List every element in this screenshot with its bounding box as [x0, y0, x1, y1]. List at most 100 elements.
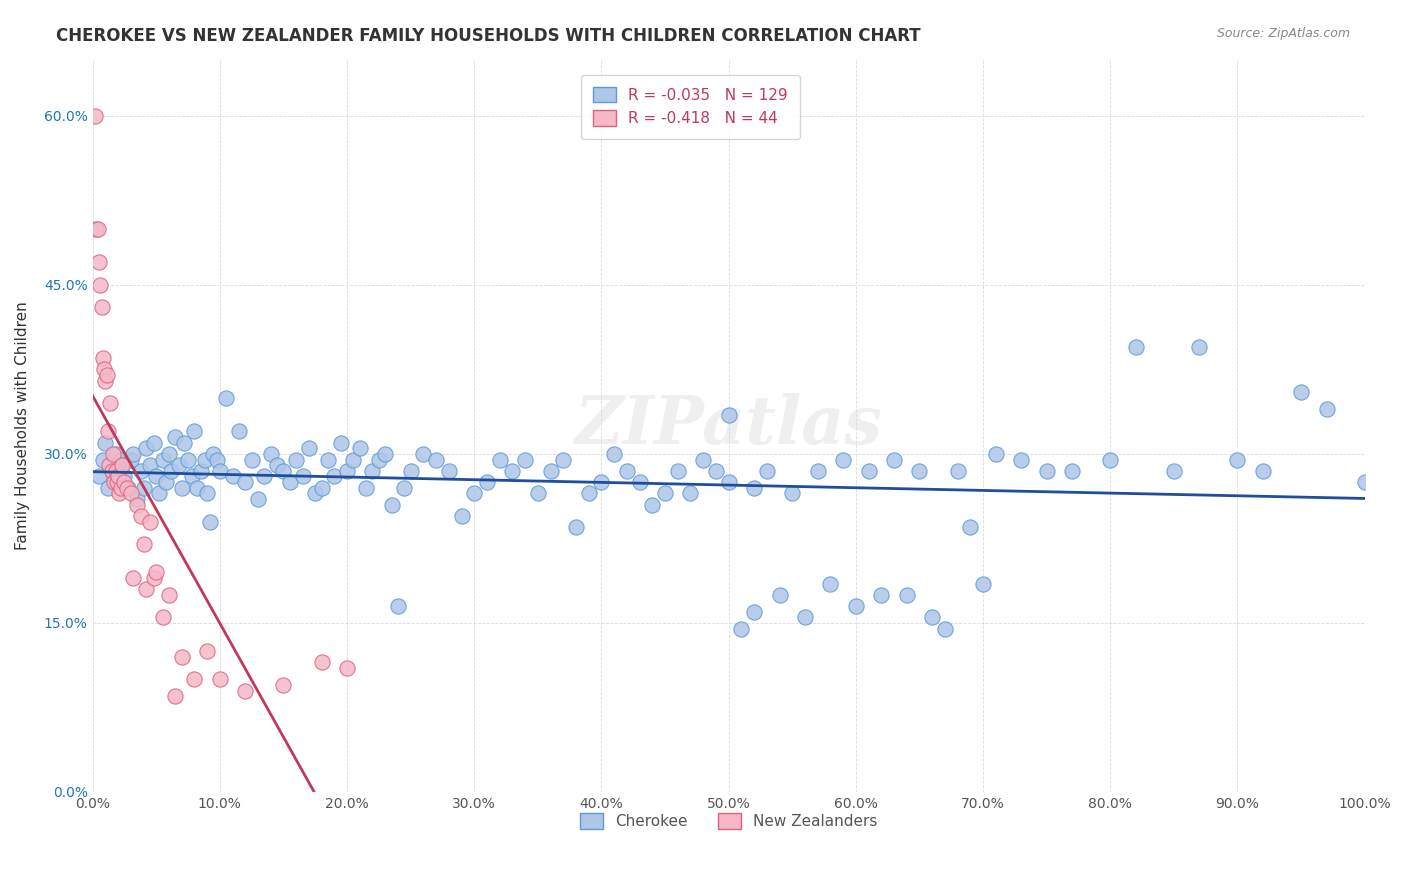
Point — [94, 435, 117, 450]
Point — [135, 442, 157, 456]
Point — [311, 656, 333, 670]
Point — [488, 452, 510, 467]
Point — [160, 464, 183, 478]
Point — [654, 486, 676, 500]
Point — [142, 435, 165, 450]
Point — [157, 447, 180, 461]
Point — [132, 481, 155, 495]
Point — [1062, 464, 1084, 478]
Text: Source: ZipAtlas.com: Source: ZipAtlas.com — [1216, 27, 1350, 40]
Point — [291, 469, 314, 483]
Point — [934, 622, 956, 636]
Point — [832, 452, 855, 467]
Point — [553, 452, 575, 467]
Point — [152, 610, 174, 624]
Point — [221, 469, 243, 483]
Point — [87, 255, 110, 269]
Point — [110, 481, 132, 495]
Point — [145, 566, 167, 580]
Point — [354, 481, 377, 495]
Point — [148, 486, 170, 500]
Point — [208, 673, 231, 687]
Point — [139, 515, 162, 529]
Point — [266, 458, 288, 473]
Point — [1315, 401, 1337, 416]
Point — [298, 442, 321, 456]
Point — [329, 435, 352, 450]
Point — [1226, 452, 1249, 467]
Point — [679, 486, 702, 500]
Point — [273, 678, 295, 692]
Point — [463, 486, 485, 500]
Point — [304, 486, 326, 500]
Point — [93, 362, 115, 376]
Point — [755, 464, 778, 478]
Point — [170, 481, 193, 495]
Point — [616, 464, 638, 478]
Point — [742, 605, 765, 619]
Point — [666, 464, 689, 478]
Point — [84, 109, 107, 123]
Point — [342, 452, 364, 467]
Point — [86, 221, 108, 235]
Point — [323, 469, 346, 483]
Point — [167, 458, 190, 473]
Point — [437, 464, 460, 478]
Point — [112, 475, 135, 489]
Point — [183, 425, 205, 439]
Point — [215, 391, 238, 405]
Point — [132, 537, 155, 551]
Point — [959, 520, 981, 534]
Point — [1188, 340, 1211, 354]
Point — [177, 452, 200, 467]
Legend: Cherokee, New Zealanders: Cherokee, New Zealanders — [574, 807, 883, 836]
Point — [94, 374, 117, 388]
Point — [190, 464, 212, 478]
Point — [233, 683, 256, 698]
Point — [311, 481, 333, 495]
Point — [107, 469, 129, 483]
Y-axis label: Family Households with Children: Family Households with Children — [15, 301, 30, 550]
Point — [641, 498, 664, 512]
Point — [170, 649, 193, 664]
Point — [807, 464, 830, 478]
Point — [103, 475, 125, 489]
Point — [91, 452, 114, 467]
Point — [1251, 464, 1274, 478]
Point — [883, 452, 905, 467]
Point — [1289, 384, 1312, 399]
Point — [202, 447, 225, 461]
Point — [387, 599, 409, 613]
Text: ZIPatlas: ZIPatlas — [575, 393, 883, 458]
Point — [195, 486, 218, 500]
Point — [780, 486, 803, 500]
Point — [501, 464, 523, 478]
Point — [717, 475, 740, 489]
Point — [233, 475, 256, 489]
Point — [921, 610, 943, 624]
Point — [1099, 452, 1122, 467]
Point — [110, 452, 132, 467]
Point — [246, 491, 269, 506]
Point — [768, 588, 790, 602]
Point — [527, 486, 550, 500]
Point — [578, 486, 600, 500]
Point — [704, 464, 727, 478]
Point — [742, 481, 765, 495]
Point — [145, 469, 167, 483]
Point — [142, 571, 165, 585]
Point — [260, 447, 283, 461]
Point — [450, 508, 472, 523]
Point — [193, 452, 215, 467]
Point — [984, 447, 1007, 461]
Point — [374, 447, 396, 461]
Point — [858, 464, 880, 478]
Point — [91, 351, 114, 366]
Point — [240, 452, 263, 467]
Point — [628, 475, 651, 489]
Point — [111, 458, 134, 473]
Point — [108, 486, 131, 500]
Point — [105, 475, 128, 489]
Point — [100, 464, 122, 478]
Point — [104, 464, 127, 478]
